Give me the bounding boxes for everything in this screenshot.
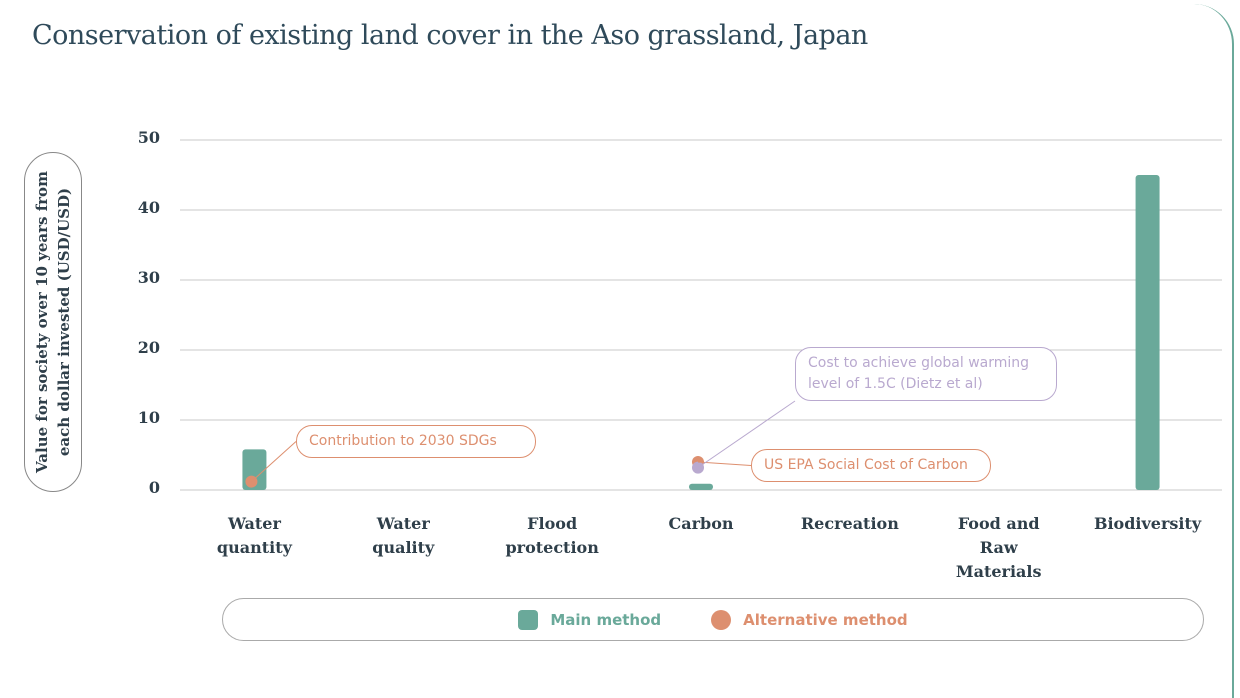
x-tick-label: Food and Raw Materials (955, 514, 1042, 581)
y-tick-label: 40 (137, 198, 160, 217)
x-tick-label: Water quantity (216, 514, 292, 557)
legend-label: Alternative method (743, 610, 908, 629)
annotation-connector (697, 461, 752, 466)
y-tick-label: 50 (137, 128, 160, 147)
x-tick-label: Carbon (668, 514, 734, 533)
y-axis-label: Value for society over 10 years from eac… (24, 152, 82, 492)
x-tick-label: Recreation (800, 514, 899, 533)
legend: Main method Alternative method (222, 598, 1204, 641)
annotation: Cost to achieve global warming level of … (795, 347, 1057, 401)
legend-swatch (711, 609, 732, 630)
annotation: Contribution to 2030 SDGs (296, 425, 536, 458)
y-tick-label: 0 (148, 478, 160, 497)
annotation-connector (697, 400, 796, 469)
chart-title: Conservation of existing land cover in t… (32, 20, 868, 51)
legend-item: Main method (518, 609, 662, 630)
y-tick-label: 10 (137, 408, 160, 427)
x-tick-label: Water quality (372, 514, 435, 557)
annotation-connector (251, 441, 297, 482)
annotation: US EPA Social Cost of Carbon (751, 449, 991, 482)
y-tick-label: 30 (137, 268, 160, 287)
y-tick-label: 20 (137, 338, 160, 357)
legend-item: Alternative method (711, 609, 908, 630)
legend-swatch (518, 609, 539, 630)
bar (1135, 175, 1160, 490)
card-border (0, 4, 1234, 698)
x-tick-label: Biodiversity (1093, 514, 1202, 533)
legend-label: Main method (550, 610, 662, 629)
x-tick-label: Flood protection (505, 514, 599, 557)
bar (689, 483, 713, 490)
